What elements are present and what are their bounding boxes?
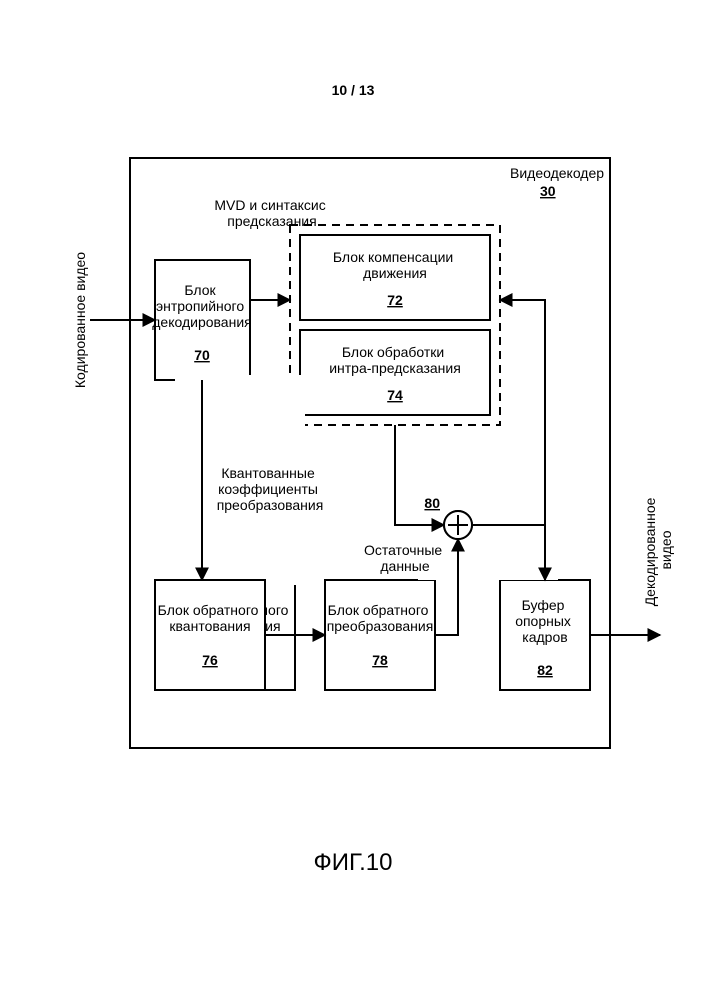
- decoder-title: Видеодекодер: [510, 165, 604, 181]
- intra-title: Блок обработки интра-предсказания: [329, 344, 461, 376]
- mvd-label: MVD и синтаксис предсказания: [214, 197, 329, 229]
- refbuf-num: 82: [537, 662, 553, 678]
- refbuf-title: Буфер опорных кадров: [515, 597, 575, 645]
- quantized-label: Квантованные коэффициенты преобразования: [217, 465, 324, 513]
- mc-num: 72: [387, 292, 403, 308]
- summer-num: 80: [424, 495, 440, 511]
- page-number: 10 / 13: [332, 82, 375, 98]
- figure-label: ФИГ.10: [314, 849, 393, 876]
- it-num: 78: [372, 652, 388, 668]
- arrow-refbuf-feedback: [500, 300, 545, 580]
- output-label: Декодированное видео: [642, 494, 674, 607]
- entropy-num: 70: [194, 347, 210, 363]
- it-title: Блок обратного преобразования: [327, 602, 434, 634]
- summer-node-top: [444, 511, 472, 539]
- svg-text:76: 76: [202, 652, 218, 668]
- intra-num: 74: [387, 387, 403, 403]
- input-label: Кодированное видео: [72, 252, 88, 388]
- svg-text:Блок обратного квантования: Блок обратного квантования: [158, 602, 263, 634]
- decoder-num: 30: [540, 183, 556, 199]
- it-block: [325, 580, 435, 690]
